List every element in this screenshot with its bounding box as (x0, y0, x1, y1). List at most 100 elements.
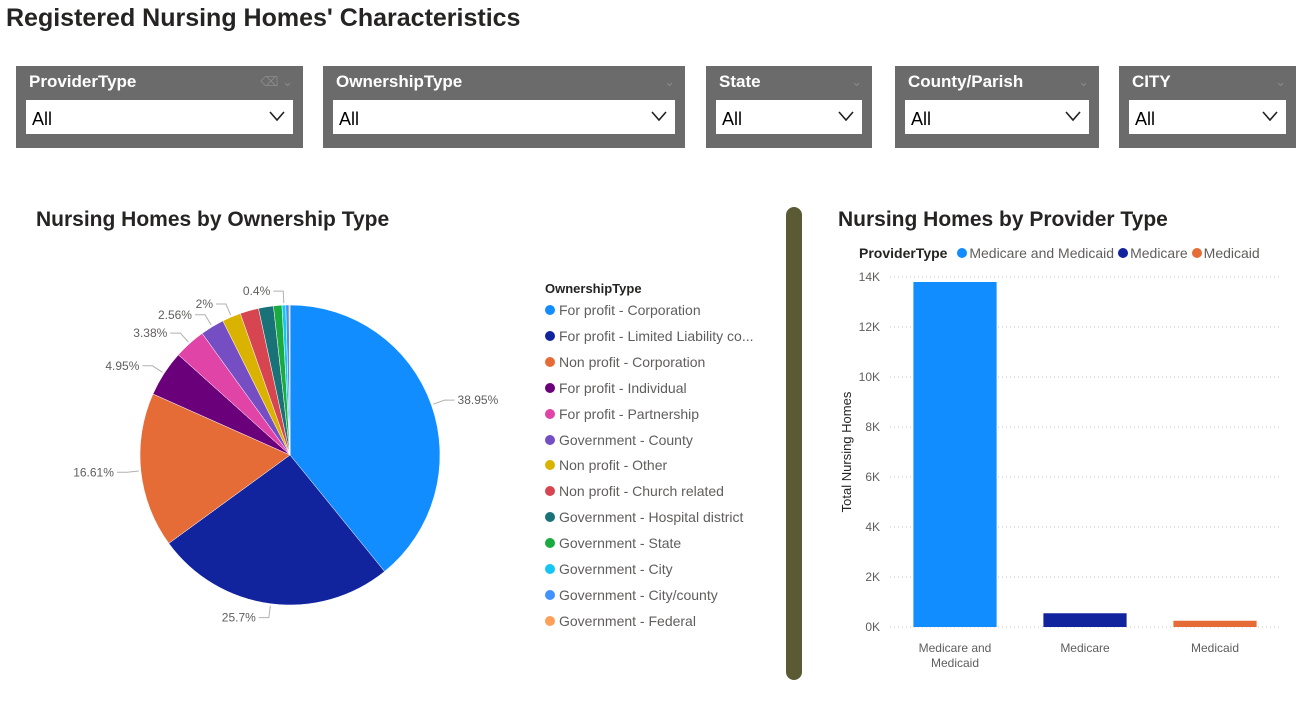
y-tick-label: 6K (865, 470, 880, 484)
y-tick-label: 12K (859, 320, 880, 334)
pie-legend-label: Government - City (559, 561, 673, 577)
divider (786, 207, 802, 680)
x-tick-label: Medicaid (931, 656, 979, 670)
pie-slice[interactable] (289, 304, 441, 572)
legend-dot-icon (545, 538, 555, 549)
y-tick-label: 8K (865, 420, 880, 434)
chevron-down-icon (838, 111, 854, 122)
pie-data-label: 0.4% (243, 284, 271, 298)
y-axis-label: Total Nursing Homes (839, 391, 854, 512)
page-title: Registered Nursing Homes' Characteristic… (6, 4, 521, 32)
legend-dot-icon (545, 512, 555, 523)
slicer-dropdown[interactable]: All (1129, 100, 1286, 134)
pie-legend-item[interactable]: Government - City/county (545, 587, 718, 603)
pie-legend-item[interactable]: Non profit - Church related (545, 483, 724, 499)
y-tick-label: 14K (859, 270, 880, 284)
chevron-down-icon[interactable]: ⌄ (1275, 74, 1286, 89)
slicer-dropdown[interactable]: All (905, 100, 1089, 134)
pie-legend-label: Non profit - Church related (559, 483, 724, 500)
y-tick-label: 4K (865, 520, 880, 534)
pie-legend-label: For profit - Individual (559, 379, 687, 396)
pie-leader-line (258, 605, 271, 619)
slicer-value: All (1135, 109, 1156, 129)
slicer-header: CITY (1132, 72, 1171, 91)
pie-data-label: 2% (196, 297, 214, 311)
pie-legend-item[interactable]: Government - State (545, 535, 681, 551)
chevron-down-icon[interactable]: ⌄ (851, 74, 862, 89)
pie-legend-label: Non profit - Corporation (559, 353, 706, 370)
pie-legend-label: Government - Hospital district (559, 509, 744, 526)
pie-legend-item[interactable]: Government - City (545, 561, 673, 577)
chevron-down-icon[interactable]: ⌄ (1078, 74, 1089, 89)
slicer-dropdown[interactable]: All (716, 100, 862, 134)
pie-legend-label: Government - Federal (559, 612, 696, 629)
bar-legend-item[interactable]: Medicaid (1191, 245, 1260, 261)
pie-legend-item[interactable]: Government - County (545, 432, 693, 448)
bar-chart-title: Nursing Homes by Provider Type (838, 208, 1168, 231)
slicer-header: County/Parish (908, 72, 1024, 91)
pie-legend-label: For profit - Corporation (559, 302, 701, 318)
x-tick-label: Medicare and (919, 641, 992, 655)
y-tick-label: 10K (859, 370, 880, 384)
pie-legend-label: Non profit - Other (559, 457, 668, 474)
pie-legend-label: For profit - Partnership (559, 405, 700, 422)
bar[interactable] (1043, 613, 1127, 627)
bar-legend-title: ProviderType (859, 245, 948, 261)
pie-leader-line (273, 290, 285, 304)
pie-legend-item[interactable]: Government - Federal (545, 613, 696, 629)
pie-legend-item[interactable]: Government - Hospital district (545, 509, 743, 525)
pie-legend-item[interactable]: Non profit - Other (545, 457, 667, 473)
bar[interactable] (1173, 620, 1257, 627)
legend-dot-icon (545, 408, 555, 419)
slicer-header: OwnershipType (336, 72, 463, 91)
legend-dot-icon (545, 460, 555, 471)
pie-chart-title: Nursing Homes by Ownership Type (36, 208, 390, 231)
slicer-state[interactable]: State ⌄ All (706, 66, 872, 148)
pie-legend-label: Government - County (559, 431, 693, 448)
bar-legend-label: Medicare (1130, 245, 1188, 261)
slicer-header: ProviderType (29, 72, 137, 91)
slicer-county-parish[interactable]: County/Parish ⌄ All (895, 66, 1099, 148)
pie-legend-label: For profit - Limited Liability co... (559, 327, 754, 344)
eraser-icon[interactable]: ⌫ ⌄ (260, 74, 293, 89)
pie-legend-item[interactable]: For profit - Partnership (545, 406, 699, 422)
chevron-down-icon (1065, 111, 1081, 122)
pie-leader-line (194, 314, 212, 326)
pie-data-label: 4.95% (105, 359, 139, 373)
pie-leader-line (116, 470, 139, 473)
pie-slice[interactable] (288, 304, 291, 456)
bar-legend-item[interactable]: Medicare and Medicaid (957, 245, 1114, 261)
pie-data-label: 38.95% (458, 393, 499, 407)
pie-data-label: 25.7% (222, 611, 256, 625)
legend-dot-icon (545, 564, 555, 574)
chevron-down-icon (1262, 111, 1278, 122)
pie-slice[interactable] (139, 393, 291, 544)
pie-leader-line (142, 365, 163, 373)
y-tick-label: 0K (865, 620, 880, 634)
bar-legend-item[interactable]: Medicare (1118, 245, 1188, 261)
chevron-down-icon (269, 111, 285, 122)
pie-data-label: 16.61% (73, 465, 114, 479)
legend-dot-icon (545, 434, 555, 445)
slicer-city[interactable]: CITY ⌄ All (1119, 66, 1296, 148)
bar[interactable] (913, 282, 997, 627)
legend-dot-icon (545, 382, 555, 393)
legend-dot-icon (957, 248, 968, 258)
slicer-dropdown[interactable]: All (333, 100, 675, 134)
slicer-ownership-type[interactable]: OwnershipType ⌄ All (323, 66, 685, 148)
legend-dot-icon (545, 330, 555, 341)
pie-legend-item[interactable]: For profit - Limited Liability co... (545, 328, 754, 344)
chevron-down-icon (651, 111, 667, 122)
pie-leader-line (215, 303, 232, 316)
chevron-down-icon[interactable]: ⌄ (664, 74, 675, 89)
bar-chart[interactable]: 0K 2K 4K 6K 8K 10K 12K 14K Total Nursing Homes Me… (830, 262, 1290, 682)
legend-dot-icon (1118, 248, 1129, 258)
pie-slice[interactable] (168, 454, 385, 606)
pie-legend-item[interactable]: Non profit - Corporation (545, 354, 705, 370)
pie-legend-item[interactable]: For profit - Individual (545, 380, 687, 396)
slicer-dropdown[interactable]: All (26, 100, 293, 134)
slicer-provider-type[interactable]: ProviderType ⌫ ⌄ All (16, 66, 303, 148)
pie-legend-item[interactable]: For profit - Corporation (545, 302, 701, 318)
legend-dot-icon (545, 305, 555, 315)
pie-chart[interactable]: 38.95% 25.7% 16.61% 4.95% 3.38% 2.56% 2% 0.4% (0, 240, 540, 660)
